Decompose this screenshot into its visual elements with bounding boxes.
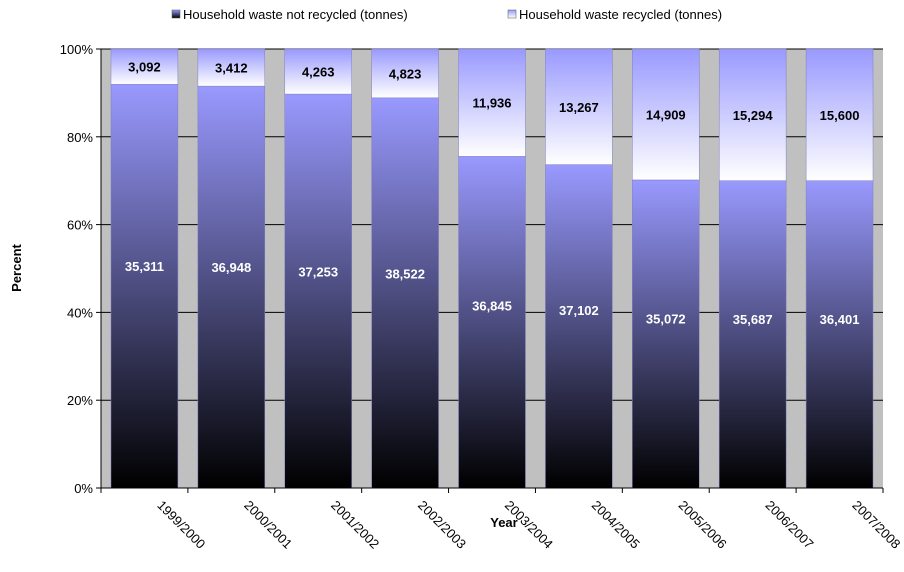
data-label: 35,311 [125, 259, 164, 274]
data-label: 36,845 [472, 299, 512, 314]
data-label: 37,253 [298, 264, 338, 279]
data-label: 38,522 [385, 266, 425, 281]
x-tick-label: 2005/2006 [676, 498, 730, 552]
x-tick-label: 2006/2007 [763, 498, 817, 552]
data-label: 3,412 [215, 61, 248, 76]
data-label: 36,401 [820, 312, 860, 327]
y-tick-label: 60% [67, 218, 93, 233]
data-label: 4,823 [389, 66, 422, 81]
y-tick-labels: 0% 20% 40% 60% 80% 100% [60, 42, 94, 496]
y-axis-title: Percent [9, 243, 24, 291]
data-label: 11,936 [472, 96, 511, 111]
axes [96, 48, 884, 493]
y-tick-label: 100% [60, 42, 94, 57]
bar-segment-recycled [110, 48, 179, 85]
x-tick-label: 2000/2001 [241, 498, 295, 552]
legend-label-not-recycled: Household waste not recycled (tonnes) [183, 7, 408, 22]
bar-segment-not-recycled [545, 164, 613, 489]
data-label: 35,072 [646, 312, 686, 327]
x-tick-label: 2002/2003 [415, 498, 469, 552]
data-label: 35,687 [733, 312, 773, 327]
bar-segment-recycled [545, 48, 613, 165]
x-tick-label: 2004/2005 [589, 498, 643, 552]
legend-label-recycled: Household waste recycled (tonnes) [519, 7, 722, 22]
data-label: 13,267 [559, 100, 599, 115]
data-label: 4,263 [302, 65, 335, 80]
bar-segment-recycled [805, 48, 874, 181]
bar-segment-recycled [371, 48, 439, 99]
legend-swatch-recycled [507, 9, 517, 19]
legend: Household waste not recycled (tonnes) Ho… [171, 7, 722, 22]
x-tick-labels: 1999/2000 2000/2001 2001/2002 2002/2003 2003… [154, 498, 903, 552]
bars: 35,311 3,092 36,948 3,412 37,253 4,263 38,522 4… [110, 48, 874, 489]
bar-segment-recycled [718, 48, 787, 181]
bar-segment-not-recycled [197, 85, 266, 489]
data-label: 37,102 [559, 303, 599, 318]
x-tick-label: 2001/2002 [328, 498, 382, 552]
y-tick-label: 0% [74, 481, 93, 496]
data-label: 14,909 [646, 107, 686, 122]
bar-segment-not-recycled [718, 180, 787, 489]
bar-segment-not-recycled [110, 84, 179, 489]
bar-segment-recycled [197, 48, 266, 87]
data-label: 36,948 [211, 260, 251, 275]
bar-segment-not-recycled [284, 93, 352, 489]
bar-segment-not-recycled [632, 179, 700, 489]
x-axis-title: Year [490, 515, 517, 530]
y-tick-label: 40% [67, 305, 93, 320]
bar-segment-recycled [284, 48, 352, 95]
bar-segment-recycled [632, 48, 700, 181]
y-tick-label: 20% [67, 393, 93, 408]
legend-swatch-not-recycled [171, 9, 181, 19]
x-tick-label: 2007/2008 [849, 498, 903, 552]
y-tick-label: 80% [67, 130, 93, 145]
data-label: 15,600 [820, 108, 860, 123]
data-label: 3,092 [128, 60, 161, 75]
data-label: 15,294 [733, 108, 774, 123]
bar-segment-not-recycled [371, 97, 439, 489]
x-tick-label: 1999/2000 [154, 498, 208, 552]
bar-segment-not-recycled [805, 180, 874, 489]
bar-segment-recycled [458, 48, 526, 157]
bar-segment-not-recycled [458, 156, 526, 489]
